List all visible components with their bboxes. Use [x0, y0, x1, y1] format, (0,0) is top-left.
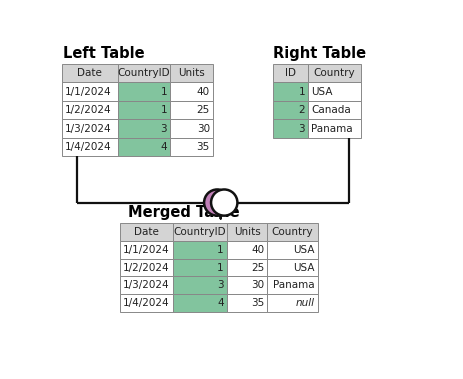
Text: Date: Date	[134, 227, 158, 237]
Bar	[267, 241, 317, 259]
Text: 3: 3	[160, 124, 167, 134]
Text: 4: 4	[217, 298, 223, 308]
Bar	[172, 223, 226, 241]
Bar	[307, 119, 360, 138]
Bar	[267, 294, 317, 312]
Text: 40: 40	[250, 245, 263, 255]
Text: USA: USA	[293, 263, 314, 273]
Bar	[226, 276, 267, 294]
Bar	[172, 294, 226, 312]
Bar	[226, 223, 267, 241]
Text: 1: 1	[298, 87, 305, 97]
Text: 25: 25	[196, 105, 209, 115]
Bar	[170, 138, 213, 157]
Text: 1/2/2024: 1/2/2024	[65, 105, 112, 115]
Text: Right Table: Right Table	[273, 46, 366, 61]
Bar	[120, 241, 172, 259]
Bar	[172, 276, 226, 294]
Bar	[307, 64, 360, 83]
Text: Merged Table: Merged Table	[127, 205, 239, 220]
Bar	[62, 138, 118, 157]
Text: 40: 40	[196, 87, 209, 97]
Bar	[273, 119, 307, 138]
Text: null: null	[295, 298, 314, 308]
Text: 1: 1	[217, 245, 223, 255]
Bar	[267, 276, 317, 294]
Text: CountryID: CountryID	[118, 68, 170, 78]
Bar	[118, 119, 170, 138]
Text: 1: 1	[160, 105, 167, 115]
Bar	[170, 83, 213, 101]
Text: Panama: Panama	[311, 124, 352, 134]
Bar	[226, 294, 267, 312]
Circle shape	[211, 190, 237, 216]
Text: 1: 1	[217, 263, 223, 273]
Text: 1/4/2024: 1/4/2024	[123, 298, 169, 308]
Bar	[62, 119, 118, 138]
Text: 30: 30	[196, 124, 209, 134]
Bar	[170, 64, 213, 83]
Bar	[267, 259, 317, 276]
Text: Units: Units	[233, 227, 260, 237]
Bar	[226, 241, 267, 259]
Text: Left Table: Left Table	[63, 46, 145, 61]
Text: 1/3/2024: 1/3/2024	[123, 280, 169, 290]
Bar	[118, 138, 170, 157]
Text: Country: Country	[271, 227, 313, 237]
Text: 4: 4	[160, 142, 167, 152]
Text: 1/1/2024: 1/1/2024	[65, 87, 112, 97]
Bar	[267, 223, 317, 241]
Bar	[62, 83, 118, 101]
Text: 1/4/2024: 1/4/2024	[65, 142, 112, 152]
Text: 1/1/2024: 1/1/2024	[123, 245, 169, 255]
Bar	[226, 259, 267, 276]
Bar	[273, 101, 307, 119]
Text: 25: 25	[250, 263, 263, 273]
Bar	[118, 83, 170, 101]
Bar	[172, 259, 226, 276]
Text: Units: Units	[178, 68, 205, 78]
Bar	[170, 101, 213, 119]
Text: 1/2/2024: 1/2/2024	[123, 263, 169, 273]
Bar	[62, 101, 118, 119]
Text: Canada: Canada	[311, 105, 350, 115]
Text: Date: Date	[77, 68, 102, 78]
Bar	[120, 259, 172, 276]
Text: ID: ID	[285, 68, 296, 78]
Text: 35: 35	[250, 298, 263, 308]
Text: 35: 35	[196, 142, 209, 152]
Bar	[118, 101, 170, 119]
Text: 3: 3	[298, 124, 305, 134]
Bar	[307, 83, 360, 101]
Text: 1/3/2024: 1/3/2024	[65, 124, 112, 134]
Bar	[120, 276, 172, 294]
Bar	[120, 223, 172, 241]
Text: USA: USA	[293, 245, 314, 255]
Bar	[120, 294, 172, 312]
Text: 1: 1	[160, 87, 167, 97]
Bar	[172, 241, 226, 259]
Bar	[273, 64, 307, 83]
Bar	[170, 119, 213, 138]
Text: 3: 3	[217, 280, 223, 290]
Bar	[307, 101, 360, 119]
Text: USA: USA	[311, 87, 332, 97]
Text: Panama: Panama	[272, 280, 314, 290]
Bar	[118, 64, 170, 83]
Text: 2: 2	[298, 105, 305, 115]
Text: CountryID: CountryID	[173, 227, 225, 237]
Circle shape	[204, 190, 230, 216]
Text: 30: 30	[250, 280, 263, 290]
Bar	[62, 64, 118, 83]
Text: Country: Country	[313, 68, 355, 78]
Bar	[273, 83, 307, 101]
